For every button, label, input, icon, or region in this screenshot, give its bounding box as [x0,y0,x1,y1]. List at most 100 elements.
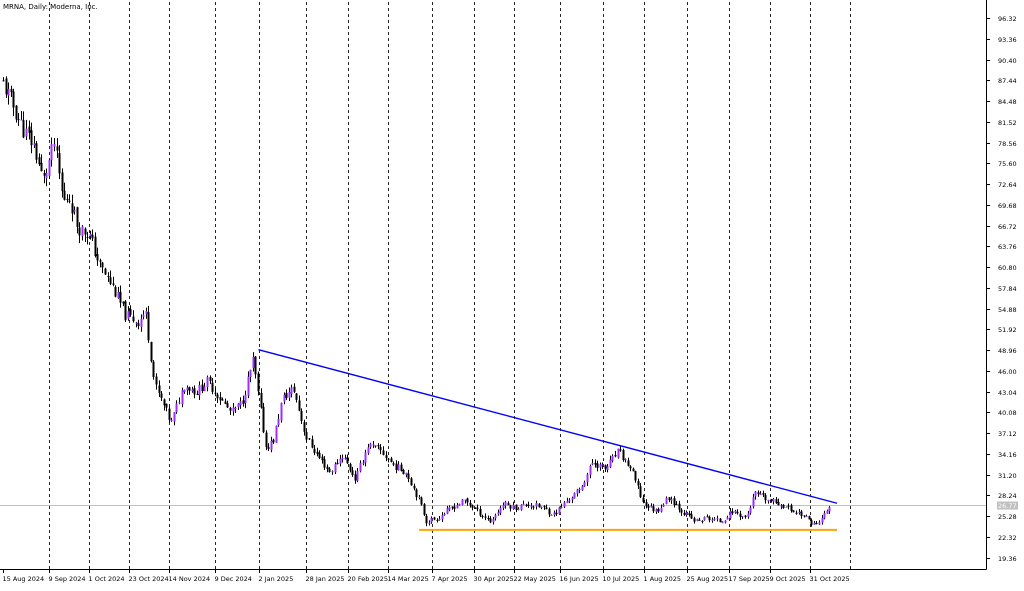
candle-bull [244,394,247,404]
candle-bear [637,480,640,486]
candle-bear [675,504,678,506]
candle-bear [451,506,454,508]
candle-bull [726,517,729,520]
candle-bear [160,393,163,398]
candle-bear [770,499,773,502]
candles [2,76,831,527]
y-tick-label: 54.88 [998,306,1017,314]
candle-bear [313,448,316,453]
candle-bear [489,518,492,523]
candle-bear [318,452,321,458]
candle-bear [382,450,385,455]
candle-bull [497,512,500,515]
candle-bull [665,498,668,504]
candle-bull [50,144,53,161]
candle-bear [385,455,388,458]
candle-bear [420,497,423,505]
candle-bull [339,458,342,464]
candle-bear [538,503,541,508]
candle-bull [558,507,561,515]
candle-bear [326,466,329,470]
candle-bear [193,388,196,395]
candle-bear [790,505,793,511]
chart-title: MRNA, Daily: Moderna, Inc. [3,3,98,11]
candle-bear [242,400,245,405]
candle-bear [132,316,135,322]
y-tick-label: 43.04 [998,389,1017,397]
candle-bear [548,508,551,515]
candle-bull [805,516,808,518]
candle-bull [173,412,176,422]
candle-bear [476,507,479,509]
candle-bull [601,464,604,466]
candle-bear [395,463,398,470]
vertical-grid [49,2,851,569]
candle-bear [63,190,66,200]
y-tick-label: 69.68 [998,202,1017,210]
candle-bear [647,506,650,508]
candle-bull [734,510,737,513]
candle-bull [576,489,579,494]
candle-bull [191,389,194,392]
candle-bear [596,463,599,468]
candle-bull [142,314,145,317]
candle-bear [652,506,655,512]
candle-bull [813,522,816,525]
candle-bear [436,519,439,521]
candle-bear [808,516,811,520]
candle-bull [247,376,250,396]
candle-bull [586,474,589,483]
candle-bull [749,507,752,513]
candle-bear [30,130,33,146]
candle-bull [183,389,186,393]
candle-bear [61,172,64,192]
candle-bull [660,507,663,512]
candle-bear [35,143,38,160]
candle-bear [413,485,416,489]
candle-bear [698,519,701,521]
y-tick-label: 22.32 [998,534,1017,542]
candle-bear [634,471,637,481]
candle-bull [741,516,744,518]
candle-bull [517,508,520,510]
candle-bear [112,283,115,285]
candle-bear [736,511,739,514]
candle-bull [713,518,716,520]
candle-bear [12,91,15,108]
x-tick-label: 30 Apr 2025 [474,575,514,583]
candle-bear [211,382,214,392]
candle-bull [650,505,653,508]
candle-bull [198,385,201,396]
candle-bull [344,458,347,460]
candle-bull [711,519,714,521]
candle-bull [372,444,375,446]
candle-bear [321,456,324,461]
candle-bull [494,515,497,519]
candle-bear [543,506,546,508]
candle-bull [7,89,10,96]
candle-bull [504,502,507,506]
candle-bear [392,463,395,465]
candle-bear [336,462,339,465]
candle-bull [724,520,727,523]
candle-bull [48,159,51,176]
candle-bear [509,505,512,509]
candle-bull [290,387,293,394]
candle-bear [402,469,405,475]
candle-bear [810,520,813,525]
candle-bear [731,511,734,514]
y-tick-label: 31.20 [998,472,1017,480]
candle-bull [566,500,569,504]
candle-bear [532,506,535,508]
current-price-label: 26.77 [998,502,1017,510]
candle-bull [568,500,571,502]
candle-bear [479,508,482,516]
candle-bull [135,322,138,324]
candle-bull [405,472,408,475]
x-tick-label: 1 Oct 2024 [89,575,125,583]
candle-bear [28,126,31,133]
candle-bull [356,470,359,481]
candle-bear [453,506,456,509]
candle-bull [456,505,459,509]
